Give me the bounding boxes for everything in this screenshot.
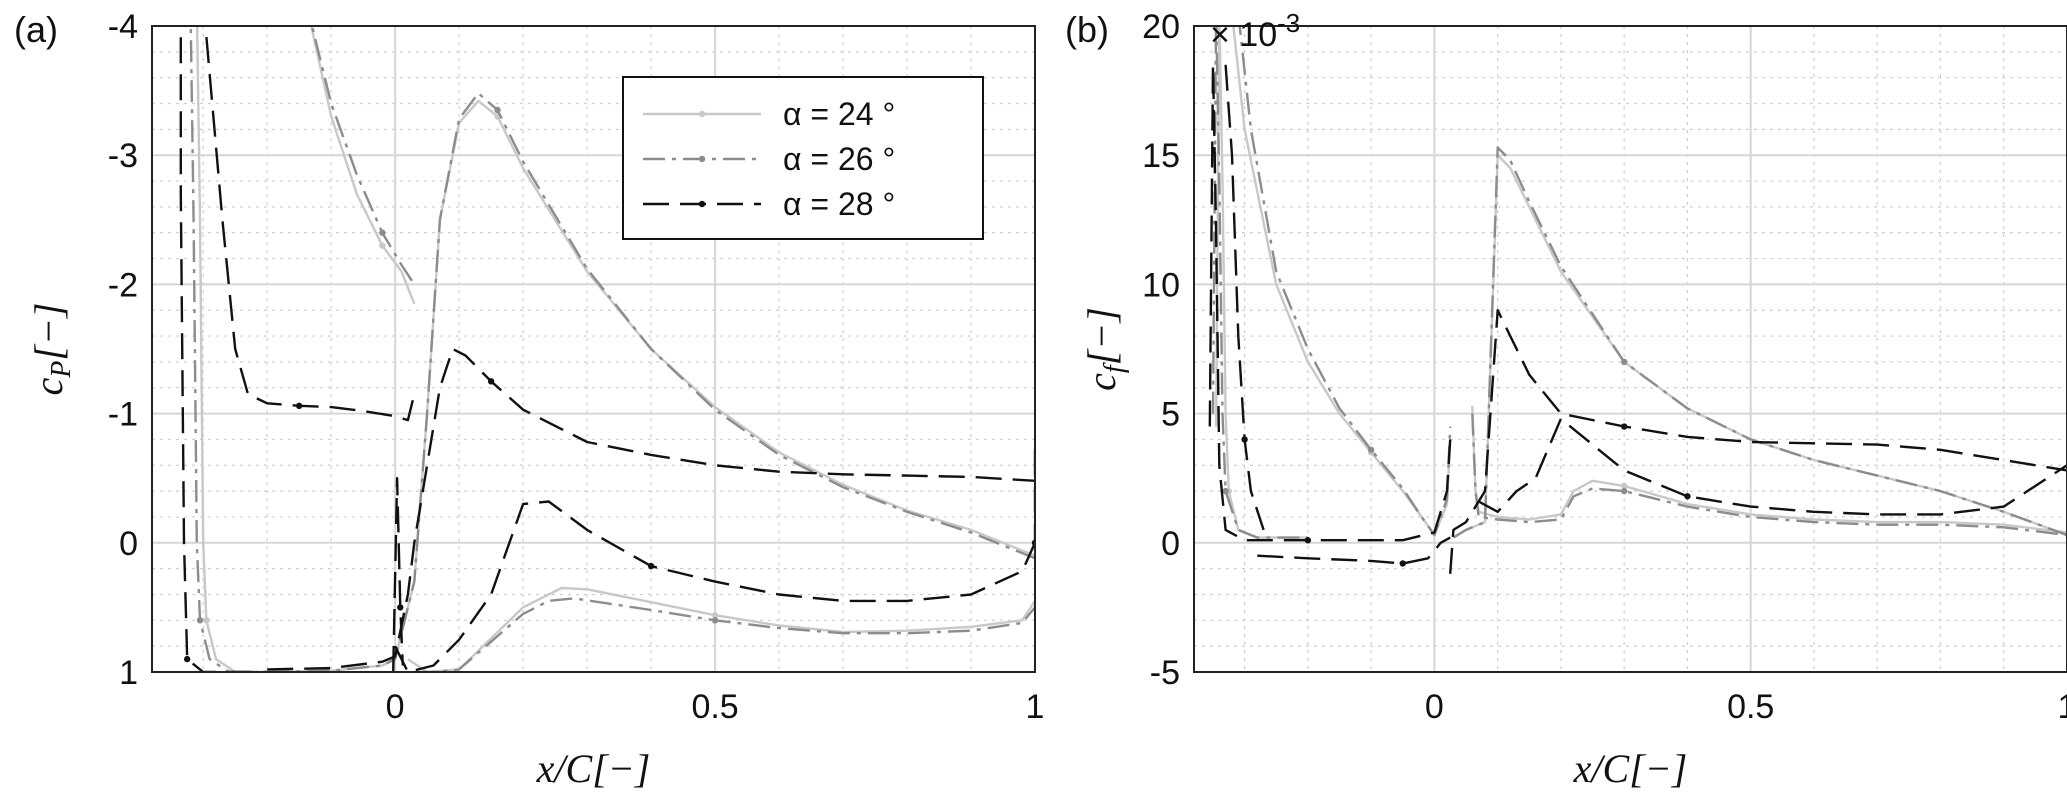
y-axis-label-b-sub: f: [1099, 362, 1130, 373]
series-line: [1452, 146, 2067, 539]
series-line: [1214, 26, 1308, 539]
series-line: [1232, 26, 1452, 537]
y-axis-label-a: cP[−]: [26, 303, 77, 396]
series-line: [1257, 536, 1451, 565]
y-tick-label: -1: [108, 396, 138, 434]
plot-frame-a: [151, 25, 1036, 673]
y-exponent-power: -3: [1277, 8, 1300, 38]
y-tick-label: 20: [1142, 8, 1180, 46]
x-tick-label: 0.5: [1727, 688, 1774, 726]
y-axis-label-b-main: c: [1079, 373, 1124, 391]
y-tick-label: 15: [1142, 137, 1180, 175]
series-marker: [1399, 560, 1406, 567]
series-line: [392, 477, 404, 672]
series-group-a: [179, 26, 1035, 672]
series-marker: [397, 604, 404, 611]
series-line: [179, 26, 268, 672]
x-tick-label: 0: [386, 688, 405, 726]
series-line: [1471, 405, 2067, 534]
y-exponent-label-b: × 10-3: [1210, 8, 1300, 54]
series-group-b: [1208, 26, 2067, 574]
series-1: [1214, 26, 2067, 539]
tick-labels-a: 0 0.5 1 -4 -3 -2 -1 0 1: [108, 8, 1045, 726]
chart-panel-a: 0 0.5 1 -4 -3 -2 -1 0 1 (a) x/C[−] cP[−] α = 24 …: [14, 8, 1045, 791]
legend-entry: α = 24 °: [783, 96, 895, 132]
series-line: [204, 26, 416, 422]
y-exponent-times: × 10: [1210, 16, 1277, 54]
plot-frame-b: [1193, 25, 2067, 673]
y-tick-label: 5: [1161, 396, 1180, 434]
series-marker: [203, 617, 210, 624]
series-marker: [183, 655, 191, 663]
series-line: [310, 26, 416, 286]
legend: α = 24 ° α = 26 ° α = 28 °: [622, 76, 984, 240]
series-marker: [1620, 423, 1628, 430]
y-tick-label: -2: [108, 266, 138, 304]
x-tick-label: 0: [1425, 688, 1444, 726]
series-line: [1478, 417, 2067, 516]
legend-entry: α = 26 °: [783, 141, 895, 177]
y-tick-label: -4: [108, 8, 138, 46]
series-marker: [1684, 493, 1691, 500]
y-axis-label-b: cf[−]: [1079, 307, 1130, 391]
series-marker: [711, 617, 719, 624]
y-tick-label: 1: [119, 654, 138, 692]
series-line: [310, 26, 416, 305]
x-tick-label: 1: [2058, 688, 2067, 726]
series-3: [1208, 63, 2067, 574]
tick-labels-b: 0 0.5 1 -5 0 5 10 15 20: [1142, 8, 2067, 726]
series-line: [414, 597, 1035, 672]
series-marker: [1241, 436, 1248, 443]
y-axis-label-a-rest: [−]: [26, 303, 71, 361]
x-axis-label-b: x/C[−]: [1573, 746, 1688, 791]
series-marker: [494, 106, 501, 114]
series-marker: [1620, 487, 1628, 495]
series-marker: [487, 378, 495, 385]
x-tick-label: 1: [1026, 688, 1045, 726]
y-tick-label: 10: [1142, 266, 1180, 304]
series-marker: [1620, 358, 1628, 366]
series-marker: [1620, 482, 1628, 490]
series-line: [1449, 309, 2067, 574]
series-marker: [711, 611, 719, 619]
series-marker: [379, 229, 386, 236]
y-tick-label: -3: [108, 137, 138, 175]
series-line: [1238, 26, 1452, 537]
series-line: [1208, 63, 1452, 542]
legend-marker: [698, 110, 706, 118]
legend-marker: [698, 200, 706, 208]
series-marker: [295, 402, 303, 410]
series-line: [407, 586, 1035, 672]
y-tick-label: 0: [119, 525, 138, 563]
series-2: [1211, 26, 2067, 539]
y-tick-label: 0: [1161, 525, 1180, 563]
series-marker: [647, 562, 655, 570]
y-axis-label-a-sub: P: [46, 361, 77, 379]
series-line: [1452, 154, 2067, 539]
series-line: [394, 500, 1035, 672]
series-line: [1224, 64, 1265, 531]
grid-b: [1194, 25, 2067, 673]
chart-panel-b: 0 0.5 1 -5 0 5 10 15 20 (b) x/C[−] cf[−] × 10-3: [1065, 8, 2067, 791]
series-marker: [1222, 487, 1229, 495]
series-marker: [1304, 537, 1312, 544]
legend-marker: [698, 155, 706, 163]
series-line: [1471, 413, 2067, 537]
legend-entry: α = 28 °: [783, 186, 895, 222]
y-axis-label-a-main: c: [26, 378, 71, 396]
series-line: [1211, 26, 1308, 539]
panel-label-a: (a): [14, 9, 58, 50]
series-marker: [1367, 446, 1375, 453]
panel-label-b: (b): [1065, 9, 1109, 50]
x-tick-label: 0.5: [691, 688, 738, 726]
series-marker: [196, 617, 204, 624]
y-axis-label-b-rest: [−]: [1079, 307, 1124, 365]
series-line: [267, 347, 1035, 671]
series-marker: [379, 242, 386, 249]
x-axis-label-a: x/C[−]: [536, 746, 651, 791]
y-tick-label: -5: [1150, 654, 1180, 692]
